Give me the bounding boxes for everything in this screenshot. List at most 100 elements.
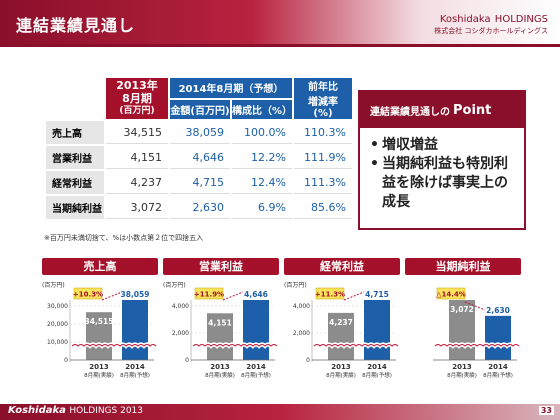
bullet-text: 増収増益 bbox=[382, 137, 438, 153]
table-row: 営業利益 4,151 4,646 12.2% 111.9% bbox=[46, 146, 352, 169]
chart-title: 営業利益 bbox=[163, 258, 279, 275]
x-tick-period: 8月期(実績) bbox=[84, 371, 114, 379]
th-yoy-line1: 前年比 bbox=[308, 82, 338, 93]
cell-yoy: 110.3% bbox=[294, 121, 352, 144]
change-badge-text: △14.4% bbox=[436, 291, 466, 299]
trend-arrow-icon bbox=[343, 291, 365, 301]
x-tick-year: 2014 bbox=[246, 363, 266, 371]
axis-break-line bbox=[434, 344, 520, 347]
th-yoy-line2: 増減率 bbox=[308, 97, 338, 108]
row-label: 売上高 bbox=[46, 121, 104, 144]
logo-sub-text: 株式会社 コシダカホールディングス bbox=[434, 27, 548, 35]
x-tick-year: 2013 bbox=[452, 363, 472, 371]
page-title: 連結業績見通し bbox=[16, 16, 136, 35]
row-label: 営業利益 bbox=[46, 146, 104, 169]
change-badge bbox=[436, 287, 466, 300]
bar bbox=[122, 300, 148, 360]
point-heading-big: Point bbox=[453, 102, 492, 118]
x-tick-year: 2013 bbox=[89, 363, 109, 371]
data-label: 38,059 bbox=[121, 290, 150, 299]
th-yoy-line3: (%) bbox=[313, 108, 333, 119]
chart-panel-operating: 営業利益 (百万円) 4,000 2,000 0 4,151 2013 8月期(実績) 4,… bbox=[163, 258, 279, 392]
y-tick-label: 2,000 bbox=[172, 330, 189, 337]
change-badge bbox=[73, 287, 103, 300]
x-tick-year: 2013 bbox=[210, 363, 230, 371]
x-tick-period: 8月期(予想) bbox=[362, 371, 392, 379]
cell-yoy: 111.3% bbox=[294, 171, 352, 194]
footer-bar: Koshidaka HOLDINGS 2013 33 bbox=[0, 404, 560, 420]
cell-ratio: 6.9% bbox=[232, 196, 292, 219]
cell-amount: 4,646 bbox=[170, 146, 230, 169]
x-tick-period: 8月期(実績) bbox=[205, 371, 235, 379]
footnote: ※百万円未満切捨て、%は小数点第２位で四捨五入 bbox=[44, 234, 204, 242]
cell-2013: 3,072 bbox=[106, 196, 168, 219]
chart-panel-ordinary: 経常利益 (百万円) 4,000 2,000 0 4,237 2013 8月期(実績) 4,… bbox=[284, 258, 400, 392]
axis-break-line bbox=[313, 344, 399, 347]
change-badge-text: +11.3% bbox=[315, 291, 345, 299]
table-row: 当期純利益 3,072 2,630 6.9% 85.6% bbox=[46, 196, 352, 219]
chart-title: 経常利益 bbox=[284, 258, 400, 275]
footer-brand: Koshidaka HOLDINGS 2013 bbox=[8, 405, 143, 416]
bar bbox=[449, 300, 475, 360]
bar bbox=[243, 300, 269, 360]
point-box: 連結業績見通しの Point • 増収増益 • 当期純利益も特別利益を除けば事実上の成… bbox=[358, 90, 526, 230]
page-number: 33 bbox=[538, 406, 554, 415]
x-tick-period: 8月期(実績) bbox=[447, 371, 477, 379]
chart-panel-net: 当期純利益 3,072 2013 8月期(実績) 2,630 2014 8月期(予想) △1… bbox=[405, 258, 521, 392]
bar bbox=[328, 312, 354, 360]
bar bbox=[86, 312, 112, 360]
change-badge-text: +11.9% bbox=[194, 291, 224, 299]
bar bbox=[207, 313, 233, 360]
y-tick-label: 20,000 bbox=[47, 321, 68, 328]
y-tick-label: 4,000 bbox=[172, 303, 189, 310]
x-tick-year: 2013 bbox=[331, 363, 351, 371]
x-tick-year: 2014 bbox=[367, 363, 387, 371]
x-tick-year: 2014 bbox=[488, 363, 508, 371]
chart-unit: (百万円) bbox=[284, 282, 307, 289]
th-2014: 2014年8月期（予想） bbox=[170, 78, 292, 98]
point-arrow-icon bbox=[510, 92, 526, 128]
data-label: 34,515 bbox=[85, 317, 114, 326]
footer-brand-suffix: HOLDINGS 2013 bbox=[69, 406, 144, 416]
chart-title: 当期純利益 bbox=[405, 258, 521, 275]
cell-ratio: 12.2% bbox=[232, 146, 292, 169]
axis-break-line bbox=[192, 344, 278, 347]
cell-2013: 4,237 bbox=[106, 171, 168, 194]
row-label: 当期純利益 bbox=[46, 196, 104, 219]
bullet-item: • 増収増益 bbox=[370, 137, 438, 153]
y-tick-label: 4,000 bbox=[293, 303, 310, 310]
cell-ratio: 12.4% bbox=[232, 171, 292, 194]
th-2013-line3: (百万円) bbox=[119, 106, 155, 116]
bar bbox=[485, 315, 511, 360]
data-label: 4,715 bbox=[365, 290, 389, 299]
logo-main-text: Koshidaka bbox=[439, 14, 491, 25]
chart-unit: (百万円) bbox=[163, 282, 186, 289]
company-logo: Koshidaka HOLDINGS 株式会社 コシダカホールディングス bbox=[434, 11, 548, 36]
logo-main-suffix: HOLDINGS bbox=[494, 14, 548, 25]
trend-arrow-icon bbox=[101, 291, 123, 301]
change-badge bbox=[194, 287, 224, 300]
y-tick-label: 10,000 bbox=[47, 339, 68, 346]
point-heading-prefix: 連結業績見通しの bbox=[370, 106, 450, 118]
forecast-table: 2013年 8月期 (百万円) 2014年8月期（予想） 前年比 増減率 (%)… bbox=[44, 76, 354, 221]
cell-yoy: 111.9% bbox=[294, 146, 352, 169]
data-label: 4,646 bbox=[244, 290, 268, 299]
x-tick-period: 8月期(予想) bbox=[483, 371, 513, 379]
cell-amount: 2,630 bbox=[170, 196, 230, 219]
data-label: 4,237 bbox=[329, 318, 353, 327]
change-badge-text: +10.3% bbox=[73, 291, 103, 299]
table-row: 経常利益 4,237 4,715 12.4% 111.3% bbox=[46, 171, 352, 194]
point-heading: 連結業績見通しの Point bbox=[360, 92, 524, 128]
axis-break-line bbox=[71, 344, 157, 347]
data-label: 3,072 bbox=[450, 305, 474, 314]
footer-brand-name: Koshidaka bbox=[8, 405, 66, 416]
th-amount: 金額(百万円) bbox=[170, 99, 230, 119]
y-tick-label: 0 bbox=[64, 357, 68, 364]
th-2013-line2: 8月期 bbox=[122, 92, 152, 105]
data-label: 2,630 bbox=[486, 306, 510, 315]
bullet-item: • 当期純利益も特別利益を除けば事実上の成長 bbox=[370, 155, 514, 212]
header-divider bbox=[0, 44, 560, 47]
data-label: 4,151 bbox=[208, 318, 232, 327]
